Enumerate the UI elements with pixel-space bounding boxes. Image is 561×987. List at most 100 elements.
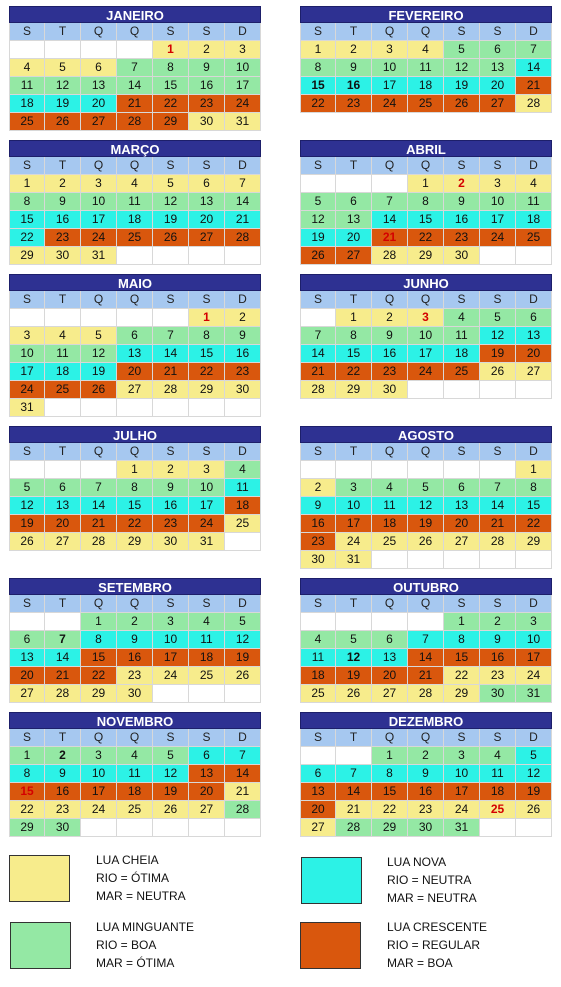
day: 27 bbox=[81, 113, 117, 131]
day: 1 bbox=[336, 309, 372, 327]
week-row: 23 24 25 26 27 28 29 bbox=[300, 533, 552, 551]
day: 12 bbox=[336, 649, 372, 667]
day: 3 bbox=[444, 747, 480, 765]
day: 20 bbox=[480, 77, 516, 95]
day: 18 bbox=[225, 497, 261, 515]
month: JANEIRO S T Q Q S S D 1 2 3 4 5 6 7 8 9 10 11 12 13 14 15 16 17 1… bbox=[9, 6, 261, 131]
day: 16 bbox=[45, 211, 81, 229]
month-title: JUNHO bbox=[300, 274, 552, 291]
day: 16 bbox=[336, 77, 372, 95]
empty-day bbox=[225, 247, 261, 265]
day: 27 bbox=[117, 381, 153, 399]
day: 21 bbox=[336, 801, 372, 819]
day: 20 bbox=[45, 515, 81, 533]
day: 19 bbox=[444, 77, 480, 95]
day: 9 bbox=[117, 631, 153, 649]
day: 23 bbox=[189, 95, 225, 113]
weekday: S bbox=[153, 729, 189, 747]
weekday: Q bbox=[408, 23, 444, 41]
day: 3 bbox=[9, 327, 45, 345]
day: 13 bbox=[336, 211, 372, 229]
empty-day bbox=[9, 41, 45, 59]
day: 27 bbox=[9, 685, 45, 703]
day: 23 bbox=[225, 363, 261, 381]
day: 6 bbox=[480, 41, 516, 59]
day: 19 bbox=[516, 783, 552, 801]
empty-day bbox=[9, 309, 45, 327]
day: 16 bbox=[480, 649, 516, 667]
day: 26 bbox=[81, 381, 117, 399]
week-row: 31 bbox=[9, 399, 261, 417]
day: 21 bbox=[408, 667, 444, 685]
day: 19 bbox=[300, 229, 336, 247]
empty-day bbox=[516, 819, 552, 837]
day: 7 bbox=[480, 479, 516, 497]
empty-day bbox=[189, 247, 225, 265]
day: 4 bbox=[9, 59, 45, 77]
legend-text: LUA MINGUANTE bbox=[96, 920, 195, 934]
day: 6 bbox=[372, 631, 408, 649]
day: 31 bbox=[516, 685, 552, 703]
day: 6 bbox=[444, 479, 480, 497]
day: 26 bbox=[480, 363, 516, 381]
month-title: MARÇO bbox=[9, 140, 261, 157]
day: 5 bbox=[444, 41, 480, 59]
day: 27 bbox=[480, 95, 516, 113]
empty-day bbox=[9, 613, 45, 631]
empty-day bbox=[408, 613, 444, 631]
legend-text: MAR = ÓTIMA bbox=[96, 956, 175, 970]
weekday: T bbox=[45, 443, 81, 461]
day: 24 bbox=[372, 95, 408, 113]
empty-day bbox=[153, 247, 189, 265]
empty-day bbox=[408, 551, 444, 569]
day: 30 bbox=[372, 381, 408, 399]
day: 31 bbox=[81, 247, 117, 265]
day: 16 bbox=[225, 345, 261, 363]
day: 14 bbox=[300, 345, 336, 363]
weekday: S bbox=[153, 595, 189, 613]
empty-day bbox=[189, 685, 225, 703]
day: 25 bbox=[117, 801, 153, 819]
day: 14 bbox=[153, 345, 189, 363]
weekday: T bbox=[336, 157, 372, 175]
week-row: 15 16 17 18 19 20 21 bbox=[9, 783, 261, 801]
weekday: D bbox=[516, 23, 552, 41]
empty-day bbox=[372, 175, 408, 193]
day: 29 bbox=[81, 685, 117, 703]
day: 12 bbox=[153, 765, 189, 783]
day: 14 bbox=[372, 211, 408, 229]
day: 18 bbox=[189, 649, 225, 667]
day: 28 bbox=[516, 95, 552, 113]
empty-day bbox=[408, 381, 444, 399]
day: 22 bbox=[9, 229, 45, 247]
empty-day bbox=[81, 41, 117, 59]
day: 30 bbox=[444, 247, 480, 265]
day: 8 bbox=[9, 193, 45, 211]
month: DEZEMBRO S T Q Q S S D 1 2 3 4 5 6 7 8 9 10 11 12 13 14 15 16 17… bbox=[300, 712, 552, 837]
day: 23 bbox=[117, 667, 153, 685]
day: 28 bbox=[408, 685, 444, 703]
day: 11 bbox=[408, 59, 444, 77]
day: 22 bbox=[189, 363, 225, 381]
day: 10 bbox=[372, 59, 408, 77]
weekday: D bbox=[225, 729, 261, 747]
day: 12 bbox=[81, 345, 117, 363]
empty-day bbox=[45, 461, 81, 479]
day: 22 bbox=[372, 801, 408, 819]
day: 18 bbox=[444, 345, 480, 363]
weekday: Q bbox=[81, 595, 117, 613]
day: 8 bbox=[81, 631, 117, 649]
day: 13 bbox=[480, 59, 516, 77]
day: 24 bbox=[225, 95, 261, 113]
day: 18 bbox=[117, 211, 153, 229]
day: 4 bbox=[408, 41, 444, 59]
day: 19 bbox=[9, 515, 45, 533]
day: 4 bbox=[189, 613, 225, 631]
